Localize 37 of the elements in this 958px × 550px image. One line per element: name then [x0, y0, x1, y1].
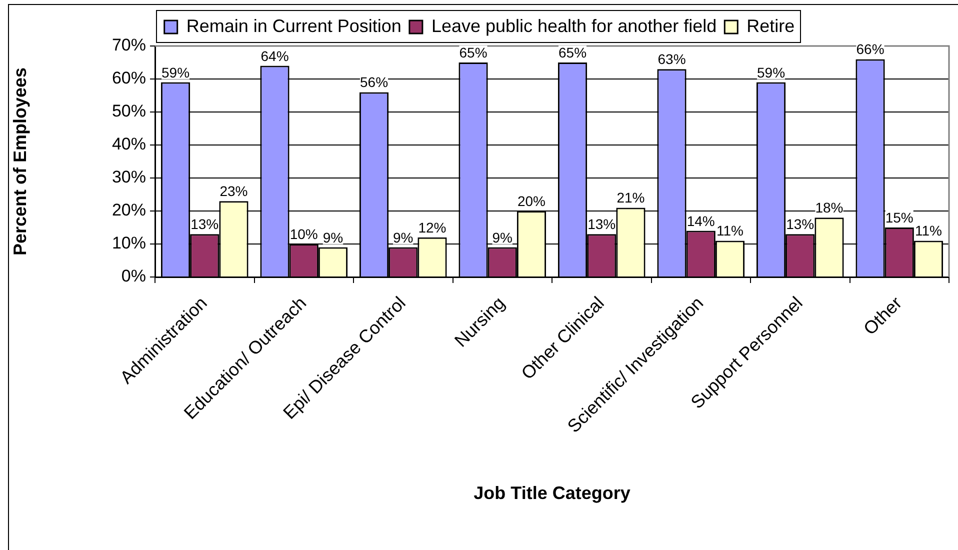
- legend-label: Leave public health for another field: [431, 16, 717, 36]
- data-label: 9%: [492, 229, 512, 246]
- data-label: 59%: [756, 64, 786, 80]
- data-label: 59%: [161, 64, 190, 80]
- data-label: 64%: [260, 48, 289, 64]
- data-label: 20%: [517, 193, 546, 209]
- data-label: 65%: [558, 44, 587, 60]
- data-label: 65%: [459, 44, 488, 60]
- y-tick-label: 70%: [112, 36, 146, 55]
- data-label: 9%: [322, 229, 344, 246]
- data-label: 23%: [220, 183, 248, 200]
- data-label: 13%: [786, 216, 814, 232]
- data-label: 15%: [885, 210, 914, 226]
- data-label: 21%: [616, 190, 645, 206]
- data-label: 63%: [658, 51, 686, 68]
- data-label: 13%: [588, 216, 616, 232]
- y-tick-label: 20%: [112, 200, 146, 220]
- data-label: 14%: [686, 212, 715, 229]
- y-tick-label: 60%: [112, 68, 146, 88]
- legend-label: Retire: [746, 16, 795, 36]
- legend-label: Remain in Current Position: [186, 16, 402, 36]
- data-label: 12%: [418, 219, 446, 236]
- y-axis-title: Percent of Employees: [10, 67, 30, 256]
- data-label: 9%: [393, 229, 414, 246]
- data-label: 66%: [856, 41, 884, 58]
- data-label: 10%: [290, 226, 318, 242]
- y-tick-label: 40%: [112, 134, 146, 154]
- data-label: 11%: [716, 222, 744, 239]
- y-tick-label: 0%: [121, 266, 146, 286]
- y-tick-label: 10%: [112, 234, 146, 253]
- data-label: 11%: [914, 222, 942, 239]
- data-label: 13%: [190, 216, 219, 232]
- y-tick-label: 30%: [112, 168, 146, 187]
- data-label: 18%: [815, 200, 844, 216]
- data-label: 56%: [360, 74, 388, 90]
- y-tick-label: 50%: [112, 102, 146, 121]
- x-axis-title: Job Title Category: [474, 483, 630, 504]
